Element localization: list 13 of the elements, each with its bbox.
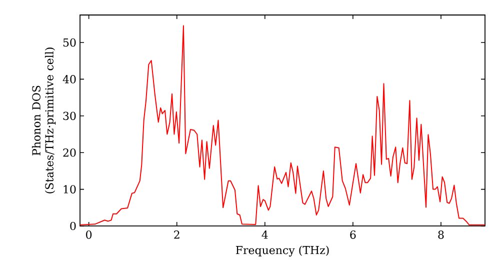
x-tick-label: 4 xyxy=(262,230,268,239)
y-tick-label: 30 xyxy=(63,112,76,120)
x-tick-label: 0 xyxy=(86,230,92,239)
y-tick-label: 0 xyxy=(70,222,76,230)
x-axis-title: Frequency (THz) xyxy=(236,246,329,257)
x-tick-label: 6 xyxy=(350,230,356,239)
y-tick-label: 50 xyxy=(63,38,76,47)
y-tick-label: 10 xyxy=(64,185,76,194)
y-tick-label: 40 xyxy=(62,75,76,84)
y-tick-label: 20 xyxy=(63,148,76,157)
y-axis-title: Phonon DOS (States/THz·primitive cell) xyxy=(32,48,56,194)
x-tick-label: 8 xyxy=(438,230,444,239)
x-tick-label: 2 xyxy=(174,230,180,239)
